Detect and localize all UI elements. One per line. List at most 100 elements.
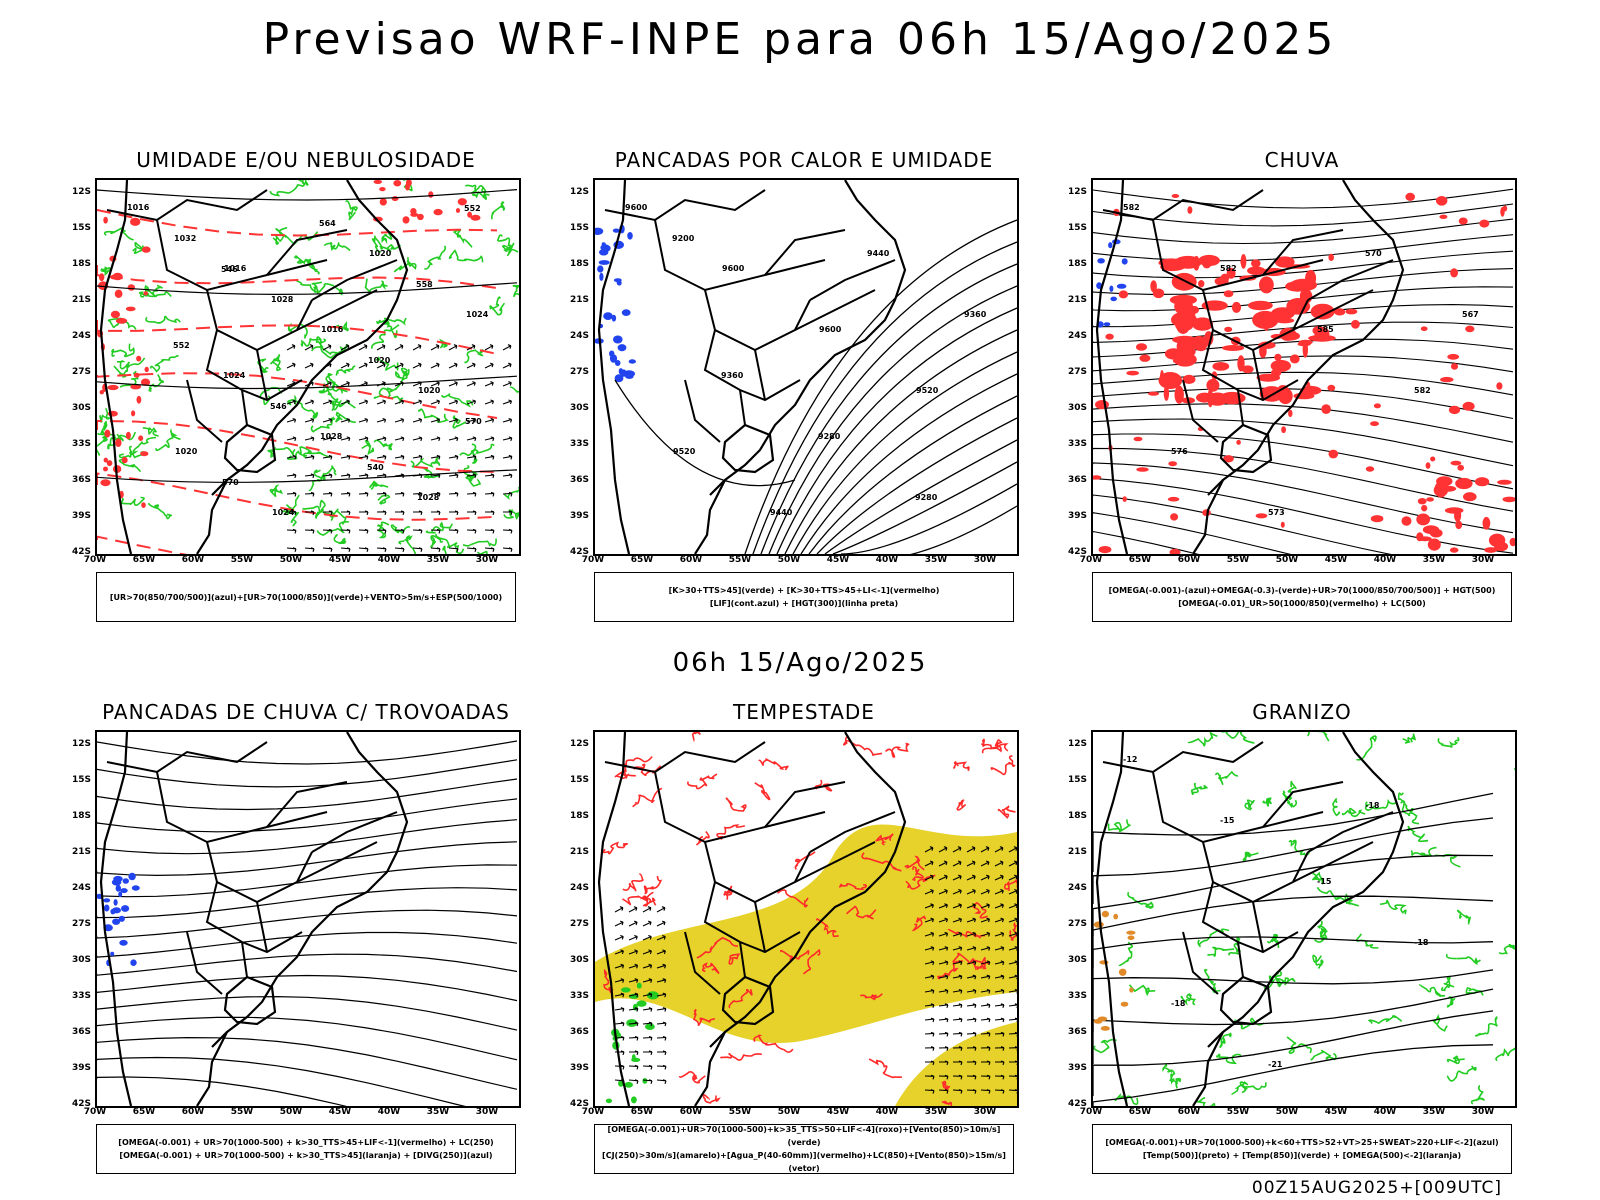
wind-vector (1008, 1003, 1017, 1008)
lon-tick-label: 55W (1226, 1107, 1250, 1117)
contour-label: 9600 (819, 325, 842, 334)
field-area (1308, 334, 1336, 342)
country-border (1262, 781, 1344, 828)
wind-vector (358, 344, 368, 351)
field-area (609, 350, 615, 357)
wind-vector (994, 1074, 1005, 1080)
wind-vector (394, 528, 405, 534)
wind-vector (376, 436, 387, 442)
wind-vector (484, 417, 495, 423)
lat-tick-label: 15S (71, 775, 91, 785)
wind-vector (304, 528, 315, 534)
country-border (704, 841, 811, 904)
wind-vector (340, 417, 351, 423)
field-area (1305, 269, 1317, 287)
country-border (186, 379, 223, 443)
wind-vector (322, 417, 333, 423)
lon-tick-label: 45W (826, 1107, 850, 1117)
contour-line (371, 235, 384, 253)
temp500-contour (1093, 854, 1494, 936)
wind-vector (642, 906, 652, 913)
map-canvas (97, 732, 518, 1106)
field-area (1439, 214, 1448, 219)
field-area (455, 208, 461, 213)
contour-line (464, 349, 484, 364)
field-area (1093, 921, 1104, 928)
wind-vector (376, 528, 387, 534)
wind-vector (322, 491, 333, 497)
contour-line (640, 895, 657, 907)
contour-line (373, 439, 394, 451)
wind-vector (980, 1031, 991, 1037)
thickness-contour (97, 209, 498, 237)
contour-line (1197, 928, 1230, 948)
field-area (433, 208, 443, 216)
field-area (110, 951, 115, 956)
wind-vector (1008, 1089, 1017, 1094)
wind-vector (286, 454, 297, 460)
country-border (266, 781, 348, 828)
contour-line (1266, 933, 1280, 949)
field-area (1176, 316, 1191, 334)
temp500-contour (1093, 936, 1494, 1000)
contour-line (1107, 819, 1132, 833)
streamline (97, 759, 518, 788)
wind-vector (394, 436, 405, 442)
country-border (311, 811, 398, 853)
contour-label: 1024 (466, 310, 489, 319)
contour-line (861, 852, 902, 872)
map-area (95, 730, 521, 1108)
wind-vector (412, 399, 423, 405)
field-area (467, 211, 472, 218)
field-area (128, 872, 136, 881)
field-area (1416, 513, 1431, 526)
lat-tick-label: 21S (569, 295, 589, 305)
field-area (621, 987, 631, 993)
coastline (1095, 732, 1129, 1106)
lat-tick-label: 27S (569, 919, 589, 929)
field-area (1430, 456, 1436, 462)
field-area (1436, 489, 1446, 498)
lon-tick-label: 35W (1422, 555, 1446, 565)
wind-vector (322, 547, 333, 552)
wind-vector (924, 1046, 935, 1051)
thickness-contour (97, 535, 188, 554)
contour-line (503, 509, 519, 520)
legend-line: [OMEGA(-0.001) + UR>70(1000-500) + k>30_… (119, 1151, 493, 1160)
contour-line (379, 244, 401, 253)
hgt-contour (800, 373, 1017, 554)
contour-line (816, 918, 839, 938)
wind-vector (966, 988, 977, 994)
wind-vector (980, 1017, 991, 1023)
lon-tick-label: 30W (973, 555, 997, 565)
wind-vector (980, 946, 991, 951)
wind-vector (484, 344, 494, 351)
wind-vector (614, 1021, 625, 1027)
country-border (739, 389, 746, 426)
lon-tick-label: 30W (475, 555, 499, 565)
contour-line (441, 393, 474, 408)
lon-tick-label: 50W (777, 555, 801, 565)
field-area (122, 878, 129, 884)
contour-label: 1020 (175, 447, 198, 456)
wind-vector (924, 1031, 935, 1037)
streamline (97, 798, 518, 833)
country-border (684, 379, 721, 443)
contour-line (1214, 770, 1239, 785)
country-border (1237, 941, 1244, 978)
contour-line (497, 234, 512, 252)
lat-tick-label: 36S (71, 1027, 91, 1037)
field-area (1093, 475, 1102, 480)
field-area (1182, 374, 1196, 384)
contour-line (364, 278, 388, 294)
wind-vector (322, 473, 333, 479)
field-area (140, 451, 149, 457)
wind-vector (466, 417, 477, 423)
wind-vector (502, 381, 512, 387)
streamline (1093, 433, 1514, 490)
wind-vector (953, 1060, 963, 1066)
jet-area (895, 1022, 1017, 1106)
lon-tick-label: 30W (1471, 1107, 1495, 1117)
lat-tick-label: 27S (569, 367, 589, 377)
contour-line (1170, 1073, 1182, 1089)
